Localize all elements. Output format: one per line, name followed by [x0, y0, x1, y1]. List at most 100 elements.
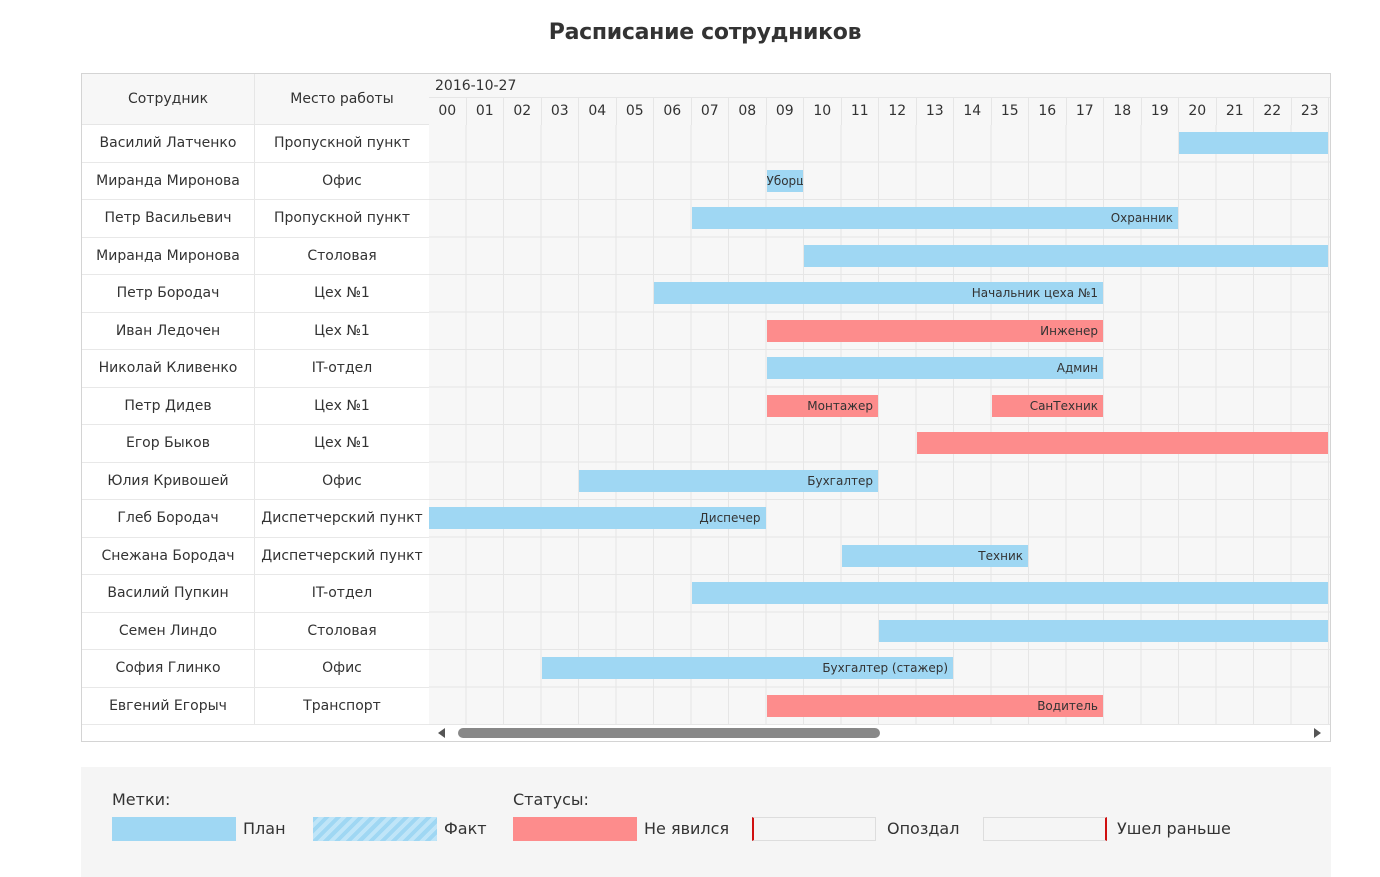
employee-name: Николай Кливенко [82, 350, 255, 387]
hour-label: 12 [879, 98, 917, 125]
table-row[interactable]: Юлия Кривошей Офис [82, 462, 430, 500]
shift-bar[interactable]: Монтажер [766, 394, 878, 417]
hour-label: 20 [1179, 98, 1217, 125]
hour-label: 17 [1067, 98, 1104, 125]
table-row[interactable]: София Глинко Офис [82, 650, 430, 688]
timeline-hours: 00 01 02 03 04 05 06 07 08 09 10 11 12 13 14 15 16 17 18 19… [429, 98, 1330, 126]
workplace: Диспетчерский пункт [255, 500, 430, 537]
hour-label: 22 [1254, 98, 1292, 125]
workplace: Цех №1 [255, 387, 430, 424]
shift-bar[interactable] [1179, 132, 1328, 155]
shift-bar[interactable]: Диспечер [429, 507, 766, 530]
shift-bar[interactable]: Бухгалтер (стажер) [541, 657, 953, 680]
table-row[interactable]: Евгений Егорыч Транспорт [82, 687, 430, 725]
page-title: Расписание сотрудников [548, 20, 862, 45]
employee-list: Василий Латченко Пропускной пункт Миранда … [82, 125, 430, 725]
table-row[interactable]: Глеб Бородач Диспетчерский пункт [82, 500, 430, 538]
column-header-employee[interactable]: Сотрудник [82, 74, 255, 124]
table-row[interactable]: Петр Васильевич Пропускной пункт [82, 200, 430, 238]
hour-label: 23 [1292, 98, 1329, 125]
employee-name: Петр Дидев [82, 387, 255, 424]
workplace: Транспорт [255, 687, 430, 724]
hour-label: 15 [992, 98, 1029, 125]
timeline-body: Уборщ Охранник Начальник цеха №1 Инженер Адм… [429, 125, 1330, 725]
workplace: Офис [255, 650, 430, 687]
employee-name: Петр Васильевич [82, 200, 255, 237]
legend-plan-swatch [112, 817, 236, 841]
legend-late-label: Опоздал [887, 819, 960, 838]
table-row[interactable]: Василий Латченко Пропускной пункт [82, 125, 430, 163]
legend-late-swatch [752, 817, 876, 841]
hour-label: 18 [1104, 98, 1142, 125]
shift-bar[interactable]: Водитель [766, 694, 1103, 717]
table-row[interactable]: Миранда Миронова Офис [82, 162, 430, 200]
employee-name: Евгений Егорыч [82, 687, 255, 724]
workplace: Диспетчерский пункт [255, 537, 430, 574]
workplace: Столовая [255, 612, 430, 649]
legend-plan-label: План [243, 819, 286, 838]
hour-label: 01 [467, 98, 504, 125]
hour-label: 07 [692, 98, 729, 125]
shift-bar[interactable]: Инженер [766, 319, 1103, 342]
hour-label: 06 [654, 98, 692, 125]
table-row[interactable]: Егор Быков Цех №1 [82, 425, 430, 463]
column-header-place[interactable]: Место работы [255, 74, 430, 124]
shift-bar[interactable] [804, 244, 1328, 267]
shift-bar[interactable]: Бухгалтер [579, 469, 878, 492]
grid-header: Сотрудник Место работы [82, 74, 430, 125]
timeline-date: 2016-10-27 [429, 74, 1330, 98]
shift-bar[interactable] [916, 432, 1328, 455]
hour-label: 19 [1142, 98, 1179, 125]
scroll-right-arrow-icon[interactable] [1314, 728, 1321, 738]
hour-label: 08 [729, 98, 767, 125]
employee-name: Снежана Бородач [82, 537, 255, 574]
legend-absent-label: Не явился [644, 819, 730, 838]
shift-bar[interactable]: Техник [841, 544, 1028, 567]
hour-label: 09 [767, 98, 804, 125]
employee-name: София Глинко [82, 650, 255, 687]
workplace: Офис [255, 462, 430, 499]
employee-name: Василий Латченко [82, 125, 255, 162]
workplace: Пропускной пункт [255, 200, 430, 237]
table-row[interactable]: Снежана Бородач Диспетчерский пункт [82, 537, 430, 575]
scroll-thumb[interactable] [458, 728, 880, 738]
hour-label: 21 [1217, 98, 1254, 125]
hour-label: 04 [579, 98, 617, 125]
shift-bar[interactable] [879, 619, 1328, 642]
workplace: Цех №1 [255, 312, 430, 349]
schedule-grid: Сотрудник Место работы Василий Латченко П… [81, 73, 1331, 742]
horizontal-scrollbar[interactable] [429, 725, 1330, 741]
scroll-left-arrow-icon[interactable] [438, 728, 445, 738]
workplace: Офис [255, 162, 430, 199]
workplace: IT-отдел [255, 575, 430, 612]
employee-name: Василий Пупкин [82, 575, 255, 612]
table-row[interactable]: Миранда Миронова Столовая [82, 237, 430, 275]
shift-bar[interactable]: Админ [766, 357, 1103, 380]
employee-name: Иван Ледочен [82, 312, 255, 349]
shift-bar[interactable]: Начальник цеха №1 [654, 282, 1103, 305]
hour-label: 14 [954, 98, 992, 125]
hour-label: 03 [542, 98, 579, 125]
shift-bar[interactable] [691, 582, 1328, 605]
legend-absent-swatch [513, 817, 637, 841]
legend-left-early-label: Ушел раньше [1117, 819, 1231, 838]
legend-panel: Метки: План Факт Статусы: Не явился Опоз… [81, 767, 1331, 877]
legend-fact-swatch [313, 817, 437, 841]
hour-label: 05 [617, 98, 654, 125]
shift-bar[interactable]: Охранник [691, 207, 1178, 230]
table-row[interactable]: Николай Кливенко IT-отдел [82, 350, 430, 388]
employee-name: Петр Бородач [82, 275, 255, 312]
legend-statuses-title: Статусы: [513, 790, 589, 809]
table-row[interactable]: Василий Пупкин IT-отдел [82, 575, 430, 613]
shift-bar[interactable]: СанТехник [991, 394, 1103, 417]
table-row[interactable]: Иван Ледочен Цех №1 [82, 312, 430, 350]
table-row[interactable]: Семен Линдо Столовая [82, 612, 430, 650]
legend-left-early-swatch [983, 817, 1107, 841]
table-row[interactable]: Петр Бородач Цех №1 [82, 275, 430, 313]
legend-fact-label: Факт [444, 819, 487, 838]
employee-name: Егор Быков [82, 425, 255, 462]
shift-bar[interactable]: Уборщ [766, 169, 803, 192]
hour-label: 10 [804, 98, 842, 125]
table-row[interactable]: Петр Дидев Цех №1 [82, 387, 430, 425]
workplace: Пропускной пункт [255, 125, 430, 162]
